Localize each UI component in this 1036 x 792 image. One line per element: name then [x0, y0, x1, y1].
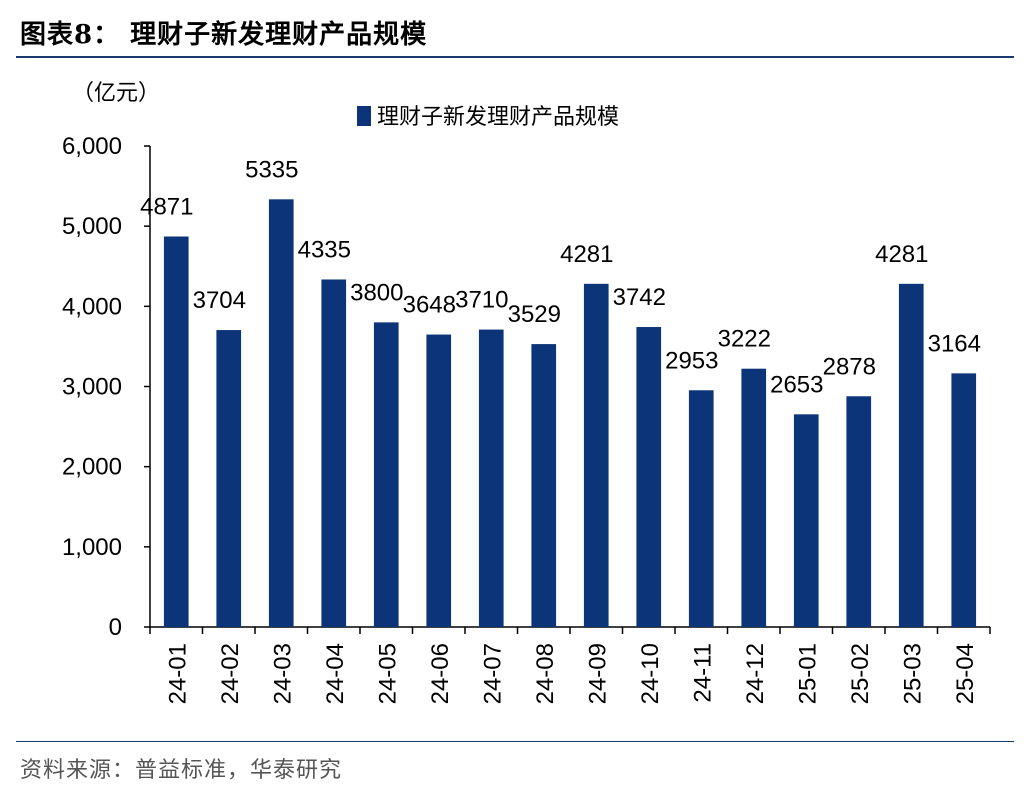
bar — [951, 373, 977, 627]
data-label: 2953 — [665, 347, 718, 374]
x-tick-label: 24-06 — [427, 643, 454, 704]
data-label: 3164 — [928, 330, 981, 357]
x-tick-label: 24-07 — [479, 643, 506, 704]
data-label: 3648 — [403, 292, 456, 319]
bar — [321, 279, 347, 627]
bar — [741, 368, 767, 627]
data-label: 3704 — [193, 287, 246, 314]
bar — [898, 283, 924, 627]
bar — [478, 329, 504, 627]
x-tick-label: 24-12 — [742, 643, 769, 704]
x-tick-label: 24-09 — [584, 643, 611, 704]
y-tick-label: 2,000 — [62, 454, 122, 481]
x-tick-label: 25-04 — [952, 643, 979, 704]
data-label: 3800 — [350, 279, 403, 306]
y-tick-label: 4,000 — [62, 293, 122, 320]
data-label: 3222 — [718, 326, 771, 353]
data-label: 2878 — [823, 353, 876, 380]
bar — [216, 330, 242, 627]
bar — [373, 322, 399, 627]
x-tick-label: 24-02 — [217, 643, 244, 704]
x-tick-label: 25-01 — [794, 643, 821, 704]
data-label: 4335 — [298, 236, 351, 263]
title-divider — [16, 56, 1014, 58]
legend-swatch — [357, 106, 371, 126]
bar — [636, 327, 662, 627]
bar — [846, 396, 872, 627]
x-tick-label: 24-10 — [637, 643, 664, 704]
data-label: 3742 — [613, 284, 666, 311]
data-label: 4281 — [875, 241, 928, 268]
data-label: 4281 — [560, 241, 613, 268]
y-tick-label: 5,000 — [62, 213, 122, 240]
x-tick-label: 25-02 — [847, 643, 874, 704]
bar — [688, 390, 714, 627]
axes: （亿元） 0 1,000 2,000 3,000 4,000 5,000 6,000 24-01… — [62, 81, 991, 704]
x-tick-label: 24-08 — [532, 643, 559, 704]
x-tick-label: 24-01 — [164, 643, 191, 704]
y-tick-label: 6,000 — [62, 133, 122, 160]
x-tick-label: 24-05 — [374, 643, 401, 704]
bar — [163, 236, 189, 627]
bar-chart: 理财子新发理财产品规模 （亿元） 0 1,000 2,000 3,000 4,000 5,0… — [62, 81, 991, 704]
x-tick-label: 25-03 — [899, 643, 926, 704]
bar — [426, 334, 452, 627]
bar — [268, 199, 294, 627]
x-tick-label: 24-03 — [269, 643, 296, 704]
data-label: 3529 — [508, 301, 561, 328]
bars — [163, 199, 977, 627]
x-tick-label: 24-04 — [322, 643, 349, 704]
legend-label: 理财子新发理财产品规模 — [377, 105, 619, 130]
y-tick-label: 0 — [109, 614, 122, 641]
data-label: 3710 — [455, 287, 508, 314]
y-unit-label: （亿元） — [72, 81, 160, 106]
data-label: 4871 — [140, 194, 193, 221]
source-divider — [16, 741, 1014, 742]
x-tick-label: 24-11 — [689, 643, 716, 703]
bar — [793, 414, 819, 627]
bar — [583, 283, 609, 627]
source-note: 资料来源：普益标准，华泰研究 — [20, 758, 343, 783]
y-tick-label: 3,000 — [62, 374, 122, 401]
legend: 理财子新发理财产品规模 — [357, 105, 619, 130]
page-title: 图表8： 理财子新发理财产品规模 — [20, 20, 428, 50]
bar — [531, 344, 557, 627]
data-label: 5335 — [245, 156, 298, 183]
y-tick-label: 1,000 — [62, 534, 122, 561]
data-label: 2653 — [770, 371, 823, 398]
